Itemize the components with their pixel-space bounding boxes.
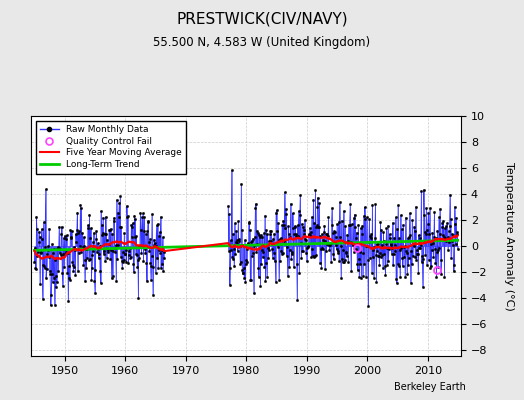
Y-axis label: Temperature Anomaly (°C): Temperature Anomaly (°C) [504, 162, 514, 310]
Text: Berkeley Earth: Berkeley Earth [395, 382, 466, 392]
Text: PRESTWICK(CIV/NAVY): PRESTWICK(CIV/NAVY) [176, 12, 348, 27]
Text: 55.500 N, 4.583 W (United Kingdom): 55.500 N, 4.583 W (United Kingdom) [154, 36, 370, 49]
Legend: Raw Monthly Data, Quality Control Fail, Five Year Moving Average, Long-Term Tren: Raw Monthly Data, Quality Control Fail, … [36, 120, 186, 174]
